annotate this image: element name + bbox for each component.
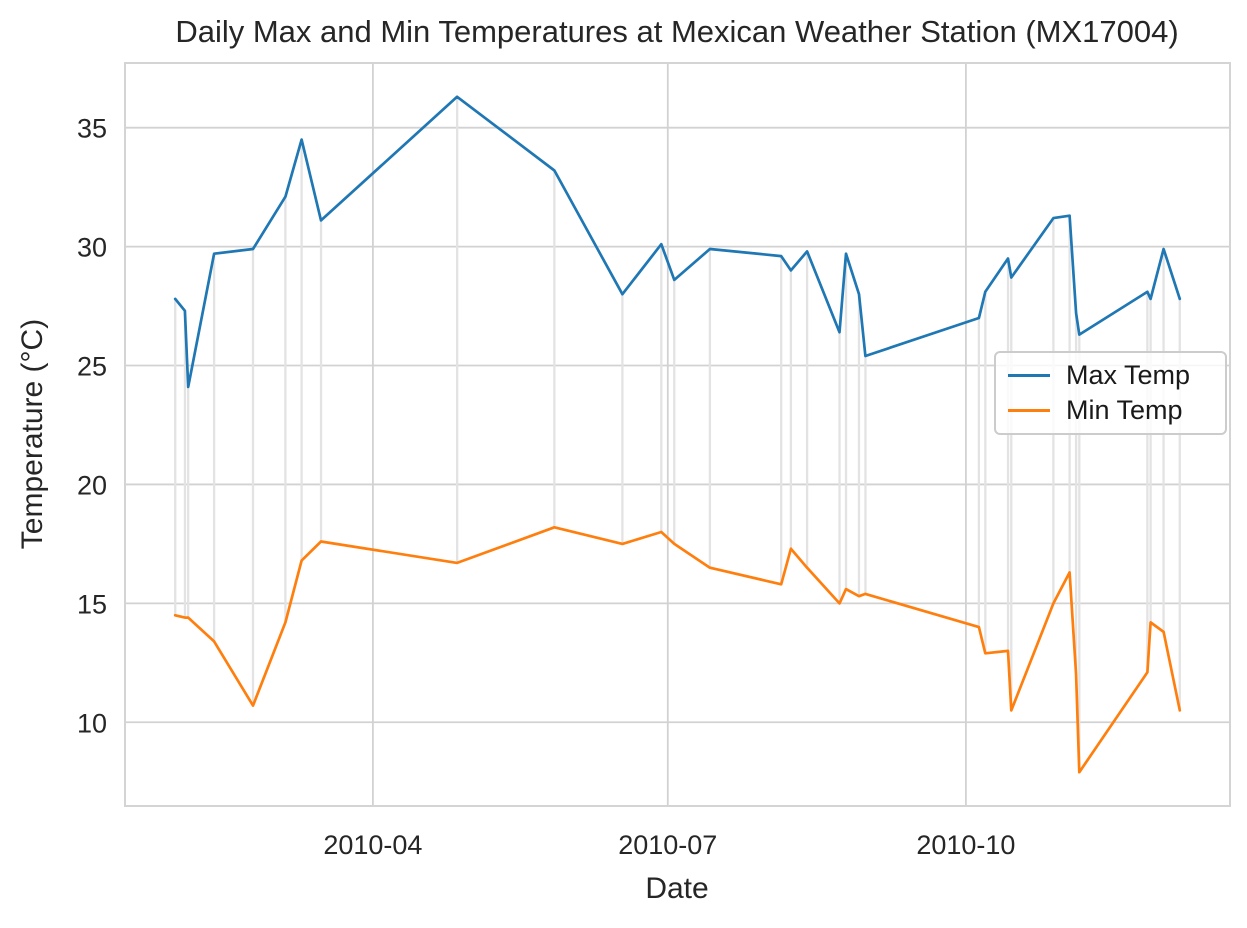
y-axis-label: Temperature (°C) bbox=[16, 319, 49, 549]
legend: Max Temp Min Temp bbox=[994, 351, 1227, 435]
x-tick-label: 2010-10 bbox=[916, 830, 1015, 860]
y-tick-label: 10 bbox=[77, 708, 107, 738]
legend-label: Max Temp bbox=[1066, 359, 1191, 390]
max-temp-line bbox=[173, 95, 1182, 389]
chart-title: Daily Max and Min Temperatures at Mexica… bbox=[175, 14, 1178, 49]
y-tick-label: 20 bbox=[77, 470, 107, 500]
min-temp-line bbox=[173, 525, 1182, 774]
legend-label: Min Temp bbox=[1066, 395, 1183, 426]
legend-line-sample bbox=[1008, 409, 1050, 413]
legend-line-sample bbox=[1008, 373, 1050, 377]
legend-item-min-temp: Min Temp bbox=[996, 397, 1225, 424]
y-tick-label: 25 bbox=[77, 352, 107, 382]
x-tick-label: 2010-07 bbox=[618, 830, 717, 860]
plot-generated-layer: 10 15 20 25 30 35 2010-04 2010-07 2010-10 bbox=[77, 62, 1231, 860]
y-tick-label: 15 bbox=[77, 589, 107, 619]
y-tick-label: 30 bbox=[77, 233, 107, 263]
x-tick-label: 2010-04 bbox=[323, 830, 422, 860]
legend-item-max-temp: Max Temp bbox=[996, 359, 1225, 390]
y-tick-label: 35 bbox=[77, 114, 107, 144]
plot-border bbox=[124, 62, 1231, 807]
x-axis-label: Date bbox=[645, 872, 708, 905]
